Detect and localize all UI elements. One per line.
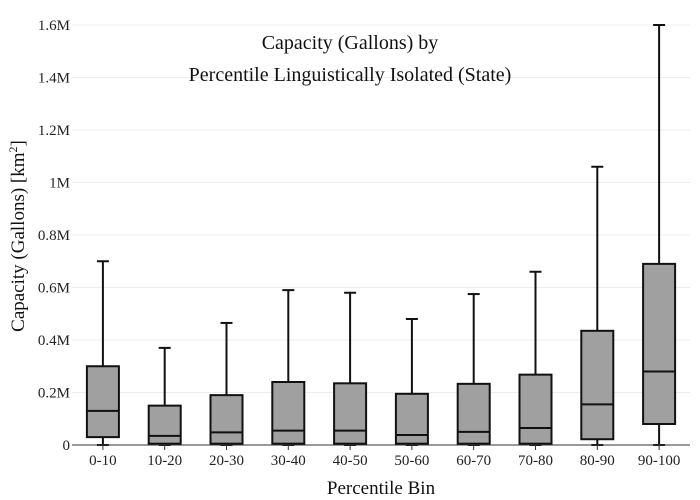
- y-axis: 0 0.2M 0.4M 0.6M 0.8M 1M 1.2M 1.4M 1.6M: [38, 18, 70, 454]
- box-group-20-30: [209, 321, 244, 446]
- y-tick-label-0: 0: [63, 438, 71, 454]
- box-0: [85, 365, 120, 439]
- box-group-0-10: [85, 260, 120, 446]
- y-tick-label-2: 0.4M: [38, 333, 70, 349]
- box-1: [147, 404, 182, 445]
- y-axis-title-close: ]: [8, 140, 29, 146]
- box-group-90-100: [642, 24, 677, 446]
- x-tick-label-0: 0-10: [89, 453, 117, 469]
- box-group-30-40: [271, 289, 306, 446]
- box-9: [642, 262, 677, 425]
- box-3: [271, 381, 306, 445]
- box-6: [456, 382, 491, 445]
- x-tick-label-1: 10-20: [147, 453, 182, 469]
- box-group-70-80: [518, 270, 553, 446]
- y-axis-title: Capacity (Gallons) [km2]: [6, 140, 29, 332]
- y-tick-label-4: 0.8M: [38, 228, 70, 244]
- y-axis-title-superscript: 2: [6, 146, 20, 152]
- box-8: [580, 329, 615, 441]
- x-tick-label-6: 60-70: [456, 453, 491, 469]
- box-group-40-50: [333, 291, 368, 446]
- box-4: [333, 382, 368, 445]
- y-tick-label-5: 1M: [49, 176, 70, 192]
- y-tick-label-1: 0.2M: [38, 386, 70, 402]
- y-tick-label-6: 1.2M: [38, 123, 70, 139]
- box-2: [209, 394, 244, 445]
- box-5: [394, 392, 429, 445]
- gridlines: [72, 24, 690, 393]
- x-axis-title: Percentile Bin: [327, 478, 436, 499]
- x-tick-label-4: 40-50: [333, 453, 368, 469]
- box-7: [518, 373, 553, 445]
- box-group-10-20: [147, 346, 182, 446]
- x-tick-label-7: 70-80: [518, 453, 553, 469]
- y-axis-title-main: Capacity (Gallons) [km: [8, 152, 29, 332]
- x-tick-label-2: 20-30: [209, 453, 244, 469]
- x-tick-label-9: 90-100: [638, 453, 681, 469]
- box-group-80-90: [580, 165, 615, 446]
- y-tick-label-3: 0.6M: [38, 281, 70, 297]
- box-group-60-70: [456, 293, 491, 446]
- box-group-50-60: [394, 318, 429, 446]
- plot-area: [85, 24, 677, 446]
- chart-title-line-1: Capacity (Gallons) by: [262, 32, 439, 54]
- x-tick-label-5: 50-60: [394, 453, 429, 469]
- x-tick-label-3: 30-40: [271, 453, 306, 469]
- y-tick-label-8: 1.6M: [38, 18, 70, 34]
- x-tick-label-8: 80-90: [580, 453, 615, 469]
- x-axis: 0-10 10-20 20-30 30-40 40-50 50-60 60-70 70-80 8…: [72, 444, 690, 469]
- chart-title-line-2: Percentile Linguistically Isolated (Stat…: [189, 64, 512, 86]
- y-tick-label-7: 1.4M: [38, 71, 70, 87]
